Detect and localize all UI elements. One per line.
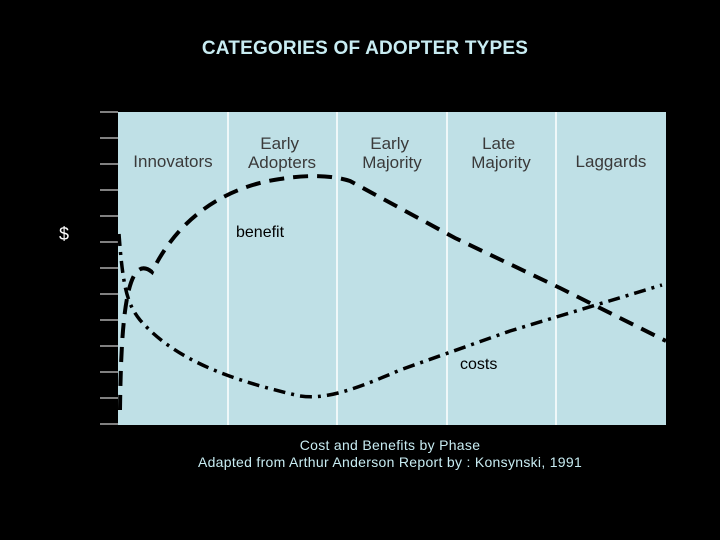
costs-label: costs	[460, 356, 497, 373]
costs-curve	[117, 233, 663, 399]
y-axis-label: $	[59, 224, 70, 244]
phase-innovators-line1: Innovators	[133, 152, 212, 171]
phase-early-majority-line2: Majority	[362, 153, 422, 172]
caption-line-1: Cost and Benefits by Phase	[299, 437, 481, 453]
phase-dividers	[227, 112, 557, 425]
phase-label-laggards: Laggards	[576, 152, 647, 171]
axis-ticks	[100, 111, 118, 425]
diagram-panel	[118, 112, 666, 425]
phase-label-innovators: Innovators	[133, 152, 212, 171]
benefit-curve	[118, 174, 667, 411]
phase-early-majority-line1: Early	[370, 134, 409, 153]
phase-label-early-adopters: Early Adopters	[248, 134, 316, 172]
phase-early-adopters-line1: Early	[260, 134, 299, 153]
benefit-label: benefit	[236, 224, 285, 241]
caption-line-2: Adapted from Arthur Anderson Report by :…	[197, 454, 583, 470]
phase-label-early-majority: Early Majority	[362, 134, 422, 172]
phase-late-majority-line1: Late	[482, 134, 515, 153]
phase-label-late-majority: Late Majority	[471, 134, 531, 172]
slide-title: CATEGORIES OF ADOPTER TYPES	[201, 38, 529, 59]
phase-early-adopters-line2: Adopters	[248, 153, 316, 172]
phase-late-majority-line2: Majority	[471, 153, 531, 172]
phase-laggards-line1: Laggards	[576, 152, 647, 171]
